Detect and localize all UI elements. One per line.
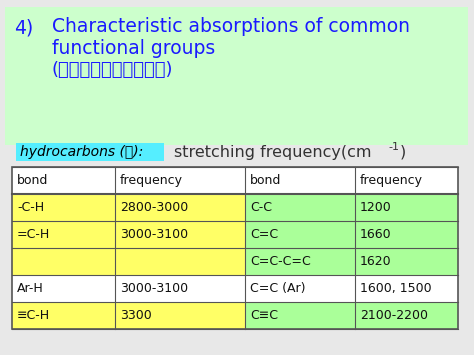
Text: 4): 4) <box>14 19 33 38</box>
Text: ): ) <box>400 144 406 159</box>
Text: C=C-C=C: C=C-C=C <box>250 255 311 268</box>
Text: 2100-2200: 2100-2200 <box>360 309 428 322</box>
Text: functional groups: functional groups <box>52 39 215 58</box>
Text: 1200: 1200 <box>360 201 392 214</box>
Text: ≡C-H: ≡C-H <box>17 309 50 322</box>
Text: -C-H: -C-H <box>17 201 44 214</box>
Text: C-C: C-C <box>250 201 272 214</box>
Text: hydrocarbons (烳):: hydrocarbons (烳): <box>20 145 143 159</box>
Text: 3000-3100: 3000-3100 <box>120 228 188 241</box>
Bar <box>12 302 245 329</box>
Text: (常见官能团的特征吸收): (常见官能团的特征吸收) <box>52 61 173 79</box>
Bar <box>245 221 458 248</box>
Bar <box>12 275 245 302</box>
Text: frequency: frequency <box>360 174 423 187</box>
Text: Characteristic absorptions of common: Characteristic absorptions of common <box>52 17 410 36</box>
Text: bond: bond <box>17 174 48 187</box>
Bar <box>16 143 164 161</box>
Bar <box>245 302 458 329</box>
Bar <box>245 275 458 302</box>
Bar <box>12 248 245 275</box>
Text: 1660: 1660 <box>360 228 392 241</box>
Text: C≡C: C≡C <box>250 309 278 322</box>
Text: =C-H: =C-H <box>17 228 50 241</box>
Bar <box>12 167 458 194</box>
Text: frequency: frequency <box>120 174 183 187</box>
Text: -1: -1 <box>388 142 399 152</box>
Bar <box>12 167 458 329</box>
Bar <box>12 221 245 248</box>
Text: 3300: 3300 <box>120 309 152 322</box>
Bar <box>12 194 245 221</box>
Text: Ar-H: Ar-H <box>17 282 44 295</box>
Bar <box>245 194 458 221</box>
Bar <box>5 7 468 145</box>
Text: stretching frequency(cm: stretching frequency(cm <box>174 144 372 159</box>
Text: 3000-3100: 3000-3100 <box>120 282 188 295</box>
Text: 1620: 1620 <box>360 255 392 268</box>
Text: 2800-3000: 2800-3000 <box>120 201 188 214</box>
Text: 1600, 1500: 1600, 1500 <box>360 282 432 295</box>
Text: C=C (Ar): C=C (Ar) <box>250 282 306 295</box>
Text: C=C: C=C <box>250 228 278 241</box>
Text: bond: bond <box>250 174 282 187</box>
Bar <box>245 248 458 275</box>
